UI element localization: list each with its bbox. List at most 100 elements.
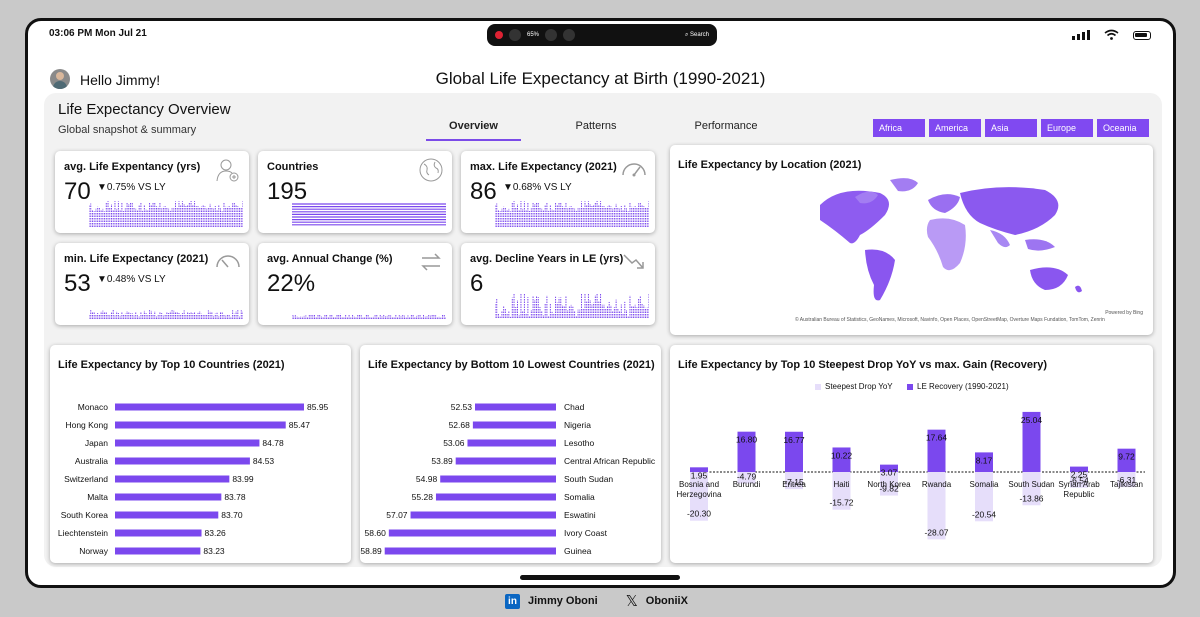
value-label: 84.53 [253, 456, 275, 466]
recovery-value-label: 1.95 [691, 470, 708, 480]
filter-asia[interactable]: Asia [985, 119, 1037, 137]
recovery-bar[interactable] [737, 431, 756, 472]
drop-bar[interactable] [1022, 472, 1041, 506]
recovery-bar[interactable] [927, 429, 946, 472]
category-label: Switzerland [64, 474, 108, 484]
category-label: South Sudan [564, 474, 613, 484]
search-button[interactable]: ⌕ Search [684, 31, 709, 38]
kpi-card-avg-life[interactable]: avg. Life Expentancy (yrs) 70 ▼0.75% VS … [55, 151, 249, 233]
value-label: 58.60 [365, 528, 387, 538]
legend-label: LE Recovery (1990-2021) [917, 382, 1009, 391]
drop-value-label: -20.54 [972, 509, 996, 519]
tab-overview[interactable]: Overview [426, 120, 521, 141]
bar[interactable] [384, 547, 556, 555]
category-label: Monaco [78, 402, 109, 412]
bar[interactable] [115, 403, 304, 411]
recovery-value-label: 9.72 [1118, 452, 1135, 462]
drop-bar[interactable] [737, 472, 756, 484]
kpi-card-annual-change[interactable]: avg. Annual Change (%) 22% [258, 243, 452, 325]
gauge-low-icon [216, 255, 240, 268]
x-logo-icon[interactable]: 𝕏 [625, 593, 638, 610]
linkedin-name[interactable]: Jimmy Oboni [528, 595, 598, 607]
recovery-value-label: 3.07 [881, 468, 898, 478]
recovery-bar[interactable] [785, 431, 803, 472]
drop-bar[interactable] [1117, 472, 1136, 488]
recovery-bar[interactable] [880, 464, 898, 472]
home-indicator[interactable] [520, 575, 680, 580]
bar[interactable] [440, 475, 556, 483]
bar[interactable] [115, 421, 286, 429]
kpi-title: avg. Annual Change (%) [267, 253, 393, 265]
x-handle[interactable]: OboniiX [645, 595, 688, 607]
value-label: 85.95 [307, 402, 329, 412]
value-label: 85.47 [289, 420, 311, 430]
bar[interactable] [410, 511, 556, 519]
value-label: 83.99 [232, 474, 254, 484]
kpi-title: min. Life Expectancy (2021) [64, 253, 209, 265]
drop-bar[interactable] [927, 472, 946, 540]
category-label: Ivory Coast [564, 528, 608, 538]
recovery-bar[interactable] [975, 452, 993, 472]
map-title: Life Expectancy by Location (2021) [678, 159, 862, 171]
cellular-signal-icon [1072, 30, 1090, 40]
linkedin-icon[interactable]: in [505, 593, 520, 609]
bar[interactable] [475, 403, 556, 411]
bar[interactable] [115, 529, 202, 537]
bar[interactable] [472, 421, 556, 429]
recovery-bar[interactable] [1117, 448, 1136, 472]
bar[interactable] [115, 493, 222, 501]
category-label: Hong Kong [65, 420, 108, 430]
drop-bar[interactable] [832, 472, 851, 510]
category-label: Syrian Arab [1058, 480, 1100, 489]
value-label: 53.06 [443, 438, 465, 448]
category-label: South Korea [61, 510, 109, 520]
kpi-card-decline-years[interactable]: avg. Decline Years in LE (yrs) 6 [461, 243, 655, 325]
avatar[interactable] [50, 69, 70, 89]
app-icon-3 [563, 29, 576, 41]
bar[interactable] [455, 457, 556, 465]
recovery-value-label: 2.25 [1071, 470, 1088, 480]
drop-bar[interactable] [975, 472, 993, 522]
bar[interactable] [115, 439, 260, 447]
drop-bar[interactable] [785, 472, 803, 490]
value-label: 83.78 [224, 492, 246, 502]
bar[interactable] [435, 493, 556, 501]
kpi-card-max-life[interactable]: max. Life Expectancy (2021) 86 ▼0.68% VS… [461, 151, 655, 233]
bar[interactable] [115, 475, 230, 483]
category-label: Bosnia and [679, 480, 719, 489]
bar[interactable] [467, 439, 556, 447]
value-label: 83.26 [205, 528, 227, 538]
drop-bar[interactable] [1070, 472, 1088, 488]
recovery-value-label: 25.04 [1021, 415, 1043, 425]
kpi-title: Countries [267, 161, 319, 173]
recovery-bar[interactable] [1070, 466, 1088, 472]
kpi-card-countries[interactable]: Countries 195 [258, 151, 452, 233]
category-label: Rwanda [922, 480, 952, 489]
sparkline [292, 313, 446, 319]
sparkline [89, 310, 243, 319]
drop-gain-chart-card: Life Expectancy by Top 10 Steepest Drop … [670, 345, 1153, 563]
category-label: Somalia [564, 492, 595, 502]
category-label: Haiti [833, 480, 849, 489]
bar[interactable] [115, 511, 219, 519]
bar[interactable] [388, 529, 556, 537]
value-label: 53.89 [431, 456, 453, 466]
kpi-card-min-life[interactable]: min. Life Expectancy (2021) 53 ▼0.48% VS… [55, 243, 249, 325]
filter-america[interactable]: America [929, 119, 981, 137]
tab-patterns[interactable]: Patterns [575, 120, 617, 132]
filter-africa[interactable]: Africa [873, 119, 925, 137]
drop-bar[interactable] [690, 472, 708, 521]
bar[interactable] [115, 547, 201, 555]
world-map[interactable] [800, 175, 1095, 325]
bar[interactable] [115, 457, 250, 465]
drop-bar[interactable] [880, 472, 898, 496]
category-label: Liechtenstein [58, 528, 108, 538]
recovery-bar[interactable] [1022, 411, 1041, 472]
filter-oceania[interactable]: Oceania [1097, 119, 1149, 137]
tab-performance[interactable]: Performance [694, 120, 758, 132]
filter-europe[interactable]: Europe [1041, 119, 1093, 137]
recovery-bar[interactable] [832, 447, 851, 472]
category-label: Guinea [564, 546, 592, 556]
recovery-bar[interactable] [690, 467, 708, 472]
bottom10-chart-card: Life Expectancy by Bottom 10 Lowest Coun… [360, 345, 661, 563]
